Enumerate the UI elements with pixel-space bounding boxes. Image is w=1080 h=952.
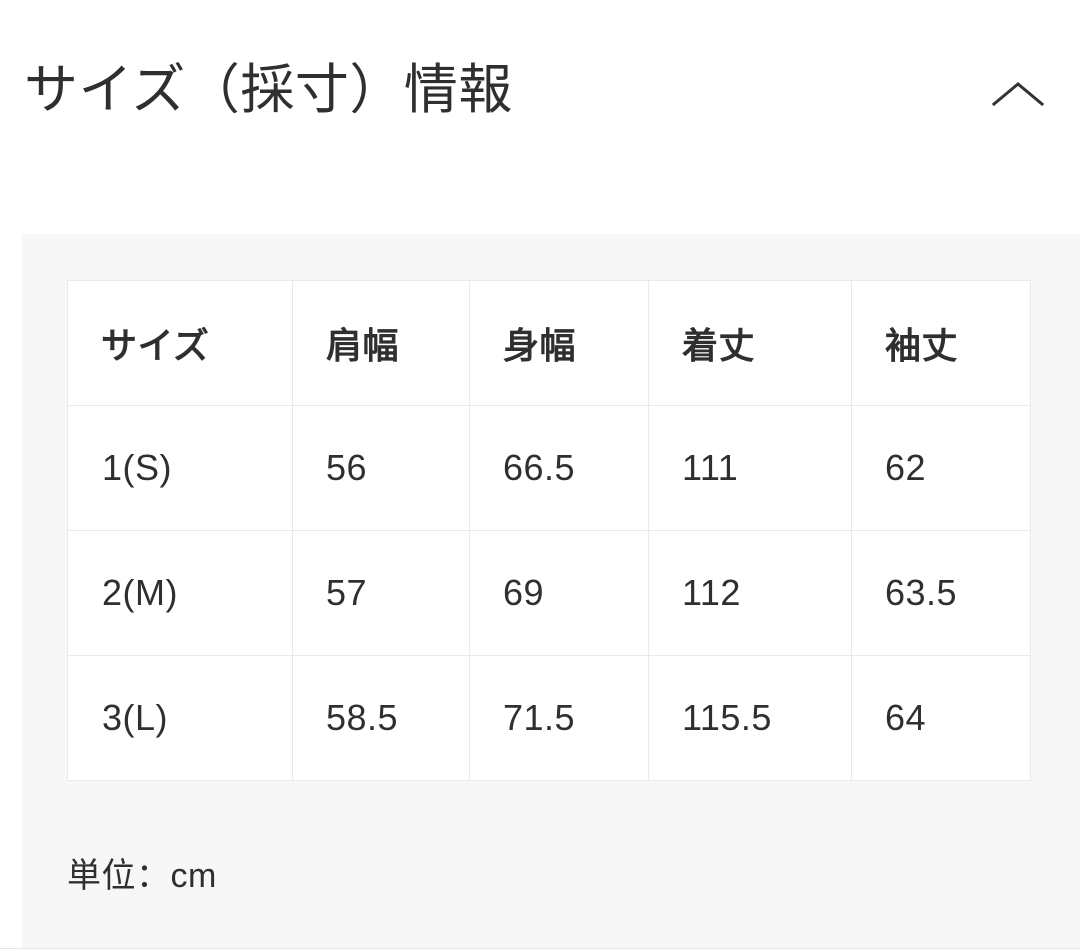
cell-shoulder: 58.5 <box>292 655 470 781</box>
collapse-section-button[interactable] <box>978 62 1058 132</box>
table-header-row: サイズ 肩幅 身幅 着丈 袖丈 <box>67 280 1031 406</box>
cell-shoulder: 57 <box>292 530 470 656</box>
cell-size: 3(L) <box>67 655 293 781</box>
cell-shoulder: 56 <box>292 405 470 531</box>
cell-length: 112 <box>648 530 852 656</box>
table-row: 1(S) 56 66.5 111 62 <box>67 405 1031 531</box>
unit-note: 単位：cm <box>67 857 217 895</box>
cell-chest: 71.5 <box>469 655 649 781</box>
column-header-sleeve: 袖丈 <box>851 280 1031 406</box>
cell-size: 2(M) <box>67 530 293 656</box>
table-row: 3(L) 58.5 71.5 115.5 64 <box>67 655 1031 781</box>
cell-sleeve: 62 <box>851 405 1031 531</box>
page-title: サイズ（採寸）情報 <box>24 60 513 120</box>
section-header: サイズ（採寸）情報 <box>0 0 1080 234</box>
cell-length: 111 <box>648 405 852 531</box>
cell-chest: 66.5 <box>469 405 649 531</box>
cell-sleeve: 64 <box>851 655 1031 781</box>
size-measurement-table: サイズ 肩幅 身幅 着丈 袖丈 1(S) 56 66.5 111 62 2(M) <box>67 280 1031 781</box>
column-header-size: サイズ <box>67 280 293 406</box>
cell-length: 115.5 <box>648 655 852 781</box>
column-header-shoulder: 肩幅 <box>292 280 470 406</box>
cell-size: 1(S) <box>67 405 293 531</box>
column-header-chest: 身幅 <box>469 280 649 406</box>
size-info-panel: サイズ 肩幅 身幅 着丈 袖丈 1(S) 56 66.5 111 62 2(M) <box>22 234 1080 948</box>
column-header-length: 着丈 <box>648 280 852 406</box>
table-row: 2(M) 57 69 112 63.5 <box>67 530 1031 656</box>
bottom-divider <box>0 948 1080 949</box>
cell-chest: 69 <box>469 530 649 656</box>
cell-sleeve: 63.5 <box>851 530 1031 656</box>
